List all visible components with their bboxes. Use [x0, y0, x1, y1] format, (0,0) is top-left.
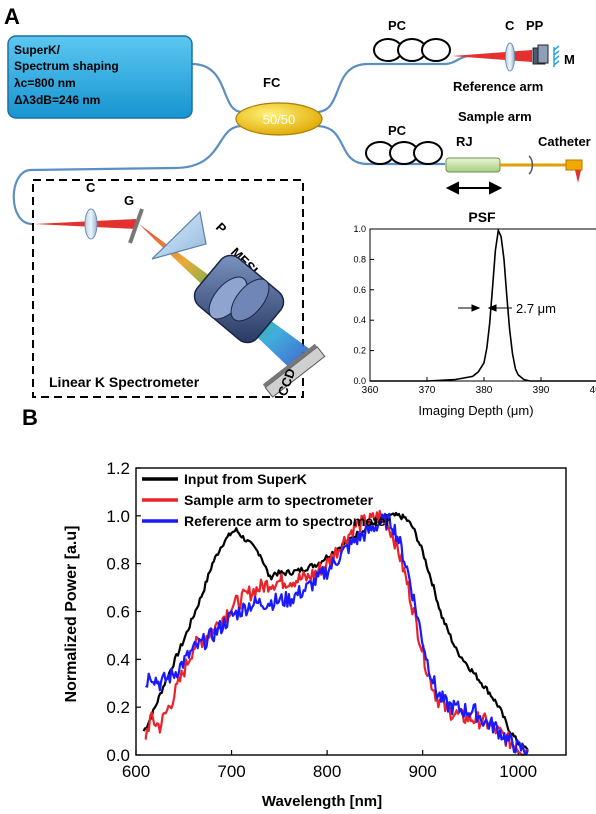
- psf-y-axis: 0.0 0.2 0.4 0.6 0.8 1.0: [353, 224, 374, 386]
- polarizer-plate: [532, 44, 549, 65]
- pc-label-sample: PC: [388, 123, 407, 138]
- spectrum-x-tick-label: 700: [217, 762, 245, 781]
- ccd-camera: [262, 343, 326, 398]
- collimator-lens-reference: [505, 42, 515, 72]
- source-line-4: Δλ3dB=246 nm: [14, 93, 100, 107]
- spectrum-chart: 0.0 0.2 0.4 0.6 0.8 1.0 1.2 600 700 800 900 1000 I…: [63, 459, 567, 810]
- spectrum-series-line: [144, 509, 528, 756]
- spectrum-y-tick-label: 1.2: [106, 459, 130, 478]
- psf-y-tick-label: 0.0: [353, 376, 366, 386]
- psf-y-tick-label: 0.2: [353, 346, 366, 356]
- legend-entry-label: Input from SuperK: [184, 471, 307, 487]
- psf-x-tick-label: 380: [476, 385, 493, 396]
- psf-fwhm-arrows: [458, 304, 512, 312]
- sample-arm-label: Sample arm: [458, 109, 532, 124]
- source-line-3: λc=800 nm: [14, 76, 76, 90]
- spectrum-x-tick-label: 1000: [499, 762, 537, 781]
- rotary-joint: [445, 157, 501, 173]
- panel-a-label: A: [4, 4, 20, 29]
- optical-fibers: [12, 54, 471, 226]
- pp-label: PP: [526, 18, 544, 33]
- fiber-detection-to-coupler: [12, 124, 243, 226]
- psf-fwhm-annotation: 2.7 μm: [516, 301, 556, 316]
- psf-x-tick-label: 390: [533, 385, 550, 396]
- psf-y-tick-label: 0.6: [353, 285, 366, 295]
- sample-beam: [575, 170, 581, 183]
- psf-curve: [370, 227, 596, 382]
- pullback-arrow: [445, 181, 503, 195]
- reference-mirror: [553, 45, 560, 67]
- spectrum-plot-frame: [135, 467, 567, 756]
- polarization-controller-reference: [373, 38, 451, 62]
- multi-element-scan-lens: [193, 254, 285, 344]
- spectrum-y-tick-label: 1.0: [106, 507, 130, 526]
- psf-y-tick-label: 1.0: [353, 224, 366, 234]
- psf-title: PSF: [468, 209, 496, 225]
- spectrometer-label: Linear K Spectrometer: [49, 374, 200, 390]
- fiber-coupler-to-reference: [315, 54, 471, 114]
- fc-label: FC: [263, 75, 281, 90]
- reference-beam: [452, 50, 532, 62]
- fiber-coupler-to-sample: [315, 124, 445, 166]
- catheter-tip: [565, 159, 583, 171]
- psf-y-tick-label: 0.8: [353, 254, 366, 264]
- prism: [151, 210, 207, 260]
- spectrum-series: [142, 509, 529, 756]
- spectrum-y-tick-label: 0.2: [106, 698, 130, 717]
- spectrum-y-tick-label: 0.6: [106, 603, 130, 622]
- spectrum-y-tick-label: 0.4: [106, 650, 130, 669]
- legend-entry-label: Sample arm to spectrometer: [184, 492, 374, 508]
- spectrum-x-label: Wavelength [nm]: [262, 793, 382, 810]
- pc-label-reference: PC: [388, 18, 407, 33]
- spectrum-x-tick-label: 900: [408, 762, 436, 781]
- psf-x-axis: 360 370 380 390 400: [362, 377, 596, 396]
- catheter-label: Catheter: [538, 134, 591, 149]
- fiber-source-to-coupler: [191, 62, 243, 114]
- spectrum-y-tick-label: 0.8: [106, 555, 130, 574]
- polarization-controller-sample: [365, 141, 443, 165]
- reference-arm-label: Reference arm: [453, 79, 543, 94]
- psf-x-tick-label: 360: [362, 385, 379, 396]
- source-line-2: Spectrum shaping: [14, 59, 119, 73]
- rj-label: RJ: [456, 134, 473, 149]
- spectrum-y-label: Normalized Power [a.u]: [63, 526, 80, 703]
- spectrum-legend: Input from SuperK Sample arm to spectrome…: [142, 471, 392, 529]
- light-source-box: SuperK/ Spectrum shaping λc=800 nm Δλ3dB…: [7, 35, 193, 119]
- psf-x-tick-label: 400: [590, 385, 596, 396]
- spectrum-y-axis: 0.0 0.2 0.4 0.6 0.8 1.0 1.2: [106, 459, 141, 765]
- panel-b-label: B: [22, 405, 38, 430]
- psf-chart: PSF 0.0 0.2 0.4 0.6 0.8 1.0 360 370 380 390 400 2…: [353, 209, 596, 418]
- fiber-coupler: 50/50: [235, 102, 323, 136]
- psf-x-label: Imaging Depth (μm): [418, 403, 533, 418]
- spectrum-series-line: [145, 512, 529, 756]
- psf-y-tick-label: 0.4: [353, 315, 366, 325]
- m-label: M: [564, 52, 575, 67]
- source-line-1: SuperK/: [14, 43, 61, 57]
- rotation-icon: [528, 155, 534, 175]
- psf-plot-frame: [369, 228, 596, 382]
- collimator-lens-spectrometer: [84, 208, 98, 240]
- spectrum-series-line: [142, 511, 529, 751]
- c-label-reference: C: [505, 18, 515, 33]
- spectrum-x-tick-label: 800: [313, 762, 341, 781]
- psf-x-tick-label: 370: [419, 385, 436, 396]
- spectrum-x-tick-label: 600: [122, 762, 150, 781]
- spectrum-x-axis: 600 700 800 900 1000: [122, 750, 537, 781]
- legend-entry-label: Reference arm to spectrometer: [184, 513, 392, 529]
- spectrum-y-tick-label: 0.0: [106, 746, 130, 765]
- spectrometer-box: [32, 179, 304, 398]
- g-label: G: [124, 193, 134, 208]
- ccd-label: CCD: [275, 366, 299, 398]
- c-label-spectrometer: C: [86, 180, 96, 195]
- diffraction-grating: [128, 208, 144, 244]
- p-label: P: [213, 220, 230, 237]
- coupler-ratio: 50/50: [263, 112, 296, 127]
